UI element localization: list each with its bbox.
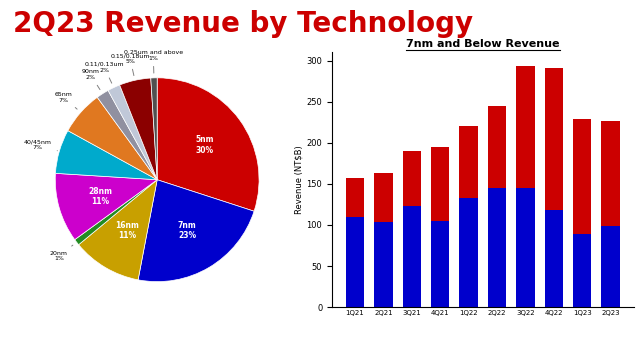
Wedge shape xyxy=(79,180,157,280)
Text: 16nm
11%: 16nm 11% xyxy=(115,221,139,240)
Bar xyxy=(403,151,421,206)
Text: TSMC Prope: TSMC Prope xyxy=(586,334,627,340)
Text: 0.15/0.18um
5%: 0.15/0.18um 5% xyxy=(110,53,150,76)
Bar xyxy=(346,217,364,307)
Text: 20nm
1%: 20nm 1% xyxy=(50,245,73,261)
Bar xyxy=(488,188,506,307)
Text: 28nm
11%: 28nm 11% xyxy=(88,186,113,206)
Wedge shape xyxy=(55,173,157,240)
Bar xyxy=(573,119,591,234)
Bar xyxy=(431,147,449,221)
Wedge shape xyxy=(97,90,157,180)
Wedge shape xyxy=(151,78,157,180)
Bar xyxy=(431,221,449,307)
Bar xyxy=(516,66,534,188)
Text: 40/45nm
7%: 40/45nm 7% xyxy=(24,140,58,151)
Text: 0.25um and above
1%: 0.25um and above 1% xyxy=(124,50,183,73)
Wedge shape xyxy=(157,78,259,211)
Y-axis label: Revenue (NT$B): Revenue (NT$B) xyxy=(294,146,304,214)
Wedge shape xyxy=(68,97,157,180)
Bar xyxy=(403,206,421,307)
Bar xyxy=(374,222,392,307)
Bar xyxy=(516,188,534,307)
Bar xyxy=(573,234,591,307)
Text: 2Q23 Revenue by Technology: 2Q23 Revenue by Technology xyxy=(13,10,473,38)
Wedge shape xyxy=(75,180,157,245)
Bar xyxy=(602,121,620,226)
Text: © 2023 TSMC, Ltd: © 2023 TSMC, Ltd xyxy=(13,333,77,340)
Text: 4: 4 xyxy=(318,334,322,340)
Bar xyxy=(602,226,620,307)
Text: 7nm
23%: 7nm 23% xyxy=(178,221,196,240)
Wedge shape xyxy=(56,131,157,180)
Text: 5nm
30%: 5nm 30% xyxy=(196,135,214,155)
Wedge shape xyxy=(120,78,157,180)
Text: 0.11/0.13um
2%: 0.11/0.13um 2% xyxy=(84,62,124,83)
Text: 90nm
2%: 90nm 2% xyxy=(81,69,100,90)
Title: 7nm and Below Revenue: 7nm and Below Revenue xyxy=(406,39,559,49)
Bar xyxy=(545,68,563,210)
Bar xyxy=(545,210,563,307)
Wedge shape xyxy=(108,85,157,180)
Bar xyxy=(460,126,478,198)
Bar xyxy=(374,173,392,222)
Bar xyxy=(488,106,506,188)
Text: 65nm
7%: 65nm 7% xyxy=(55,92,77,109)
Bar xyxy=(460,198,478,307)
Bar xyxy=(346,178,364,217)
Wedge shape xyxy=(138,180,254,282)
